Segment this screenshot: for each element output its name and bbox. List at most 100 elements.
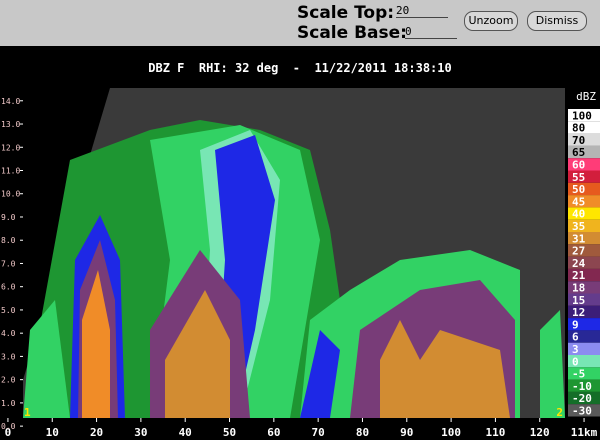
scale-swatch <box>568 256 600 269</box>
scale-swatch <box>568 133 600 146</box>
scale-label: 0 <box>572 355 579 368</box>
x-tick-label: 100 <box>441 426 461 439</box>
echo <box>165 290 230 418</box>
scale-swatch <box>568 355 600 368</box>
y-tick-label: 9.0 <box>1 213 16 222</box>
scale-label: 27 <box>572 245 585 258</box>
scale-label: 31 <box>572 232 586 245</box>
scale-label: 3 <box>572 343 579 356</box>
scale-label: 55 <box>572 171 585 184</box>
scale-label: 70 <box>572 134 585 147</box>
scale-swatch <box>568 170 600 183</box>
x-tick-label: 120 <box>530 426 550 439</box>
scale-label: 80 <box>572 122 585 135</box>
scale-label: 45 <box>572 195 585 208</box>
scale-base-input[interactable]: 0 <box>405 25 457 39</box>
x-tick-label: 30 <box>134 426 147 439</box>
echo <box>82 270 110 418</box>
scale-label: 50 <box>572 183 585 196</box>
control-bar: Scale Top: 20 Scale Base: 0 Unzoom Dismi… <box>0 0 600 46</box>
scale-swatch <box>568 268 600 282</box>
scale-swatch <box>568 109 600 122</box>
unzoom-button[interactable]: Unzoom <box>464 11 518 31</box>
x-tick-label: 50 <box>223 426 236 439</box>
scale-top-input[interactable]: 20 <box>396 4 448 18</box>
scale-label: 15 <box>572 294 585 307</box>
scale-label: 35 <box>572 220 585 233</box>
scale-label: 24 <box>572 257 586 270</box>
y-tick-label: 2.0 <box>1 376 16 385</box>
scale-swatch <box>568 145 600 159</box>
dismiss-button[interactable]: Dismiss <box>527 11 587 31</box>
range-marker: 2 <box>556 406 563 419</box>
y-tick-label: 8.0 <box>1 236 16 245</box>
scale-swatch <box>568 404 600 417</box>
scale-swatch <box>568 293 600 306</box>
y-tick-label: 10.0 <box>1 190 20 199</box>
scale-swatch <box>568 379 600 392</box>
x-tick-label: 11km <box>571 426 598 439</box>
scale-swatch <box>568 342 600 355</box>
range-marker: 1 <box>24 406 31 419</box>
scale-label: -5 <box>572 368 585 381</box>
x-tick-label: 70 <box>312 426 325 439</box>
y-tick-label: 1.0 <box>1 399 16 408</box>
scale-swatch <box>568 158 600 171</box>
scale-swatch <box>568 195 600 208</box>
scale-swatch <box>568 219 600 232</box>
scale-base-label: Scale Base: <box>297 23 407 43</box>
y-tick-label: 7.0 <box>1 259 16 268</box>
axes: 0 10 20 30 40 50 60 70 80 90 100 110 120 11km0.01.02.… <box>1 90 600 439</box>
scale-label: 12 <box>572 306 585 319</box>
y-tick-label: 12.0 <box>1 143 20 152</box>
scale-swatch <box>568 305 600 319</box>
plot-title: DBZ F RHI: 32 deg - 11/22/2011 18:38:10 <box>148 61 451 75</box>
y-tick-label: 4.0 <box>1 329 16 338</box>
scale-label: 100 <box>572 109 592 122</box>
scale-label: -30 <box>572 405 592 418</box>
x-tick-label: 40 <box>179 426 192 439</box>
scale-label: 65 <box>572 146 585 159</box>
echo <box>300 330 340 418</box>
y-tick-label: 0.0 <box>1 422 16 431</box>
y-tick-label: 3.0 <box>1 352 16 361</box>
y-tick-label: 5.0 <box>1 306 16 315</box>
x-tick-label: 110 <box>485 426 505 439</box>
x-tick-label: 80 <box>356 426 369 439</box>
scale-swatch <box>568 318 600 331</box>
scale-label: 18 <box>572 282 585 295</box>
y-tick-label: 14.0 <box>1 97 20 106</box>
echo <box>23 300 70 418</box>
scale-swatch <box>568 367 600 380</box>
x-tick-label: 90 <box>400 426 413 439</box>
scale-label: 60 <box>572 159 585 172</box>
scale-label: 6 <box>572 331 579 344</box>
x-tick-label: 60 <box>267 426 280 439</box>
y-tick-label: 6.0 <box>1 283 16 292</box>
scale-swatch <box>568 121 600 134</box>
scale-swatch <box>568 244 600 257</box>
scale-label: -10 <box>572 380 592 393</box>
x-tick-label: 0 <box>5 426 12 439</box>
scale-label: 21 <box>572 269 586 282</box>
echo <box>540 310 565 418</box>
radar-echoes <box>23 88 565 418</box>
x-tick-label: 10 <box>46 426 59 439</box>
scale-label: 40 <box>572 208 585 221</box>
echo <box>380 320 510 418</box>
scale-unit: dBZ <box>576 90 596 103</box>
scale-label: 9 <box>572 318 579 331</box>
scale-swatch <box>568 207 600 220</box>
scale-swatch <box>568 182 600 196</box>
radar-display: DBZ F RHI: 32 deg - 11/22/2011 18:38:10 … <box>1 61 600 439</box>
y-tick-label: 11.0 <box>1 167 20 176</box>
scale-swatch <box>568 281 600 294</box>
scale-top-label: Scale Top: <box>297 3 395 23</box>
x-tick-label: 20 <box>90 426 103 439</box>
scale-swatch <box>568 391 600 405</box>
scale-label: -20 <box>572 392 592 405</box>
y-tick-label: 13.0 <box>1 120 20 129</box>
scale-swatch <box>568 330 600 343</box>
scale-swatch <box>568 232 600 245</box>
